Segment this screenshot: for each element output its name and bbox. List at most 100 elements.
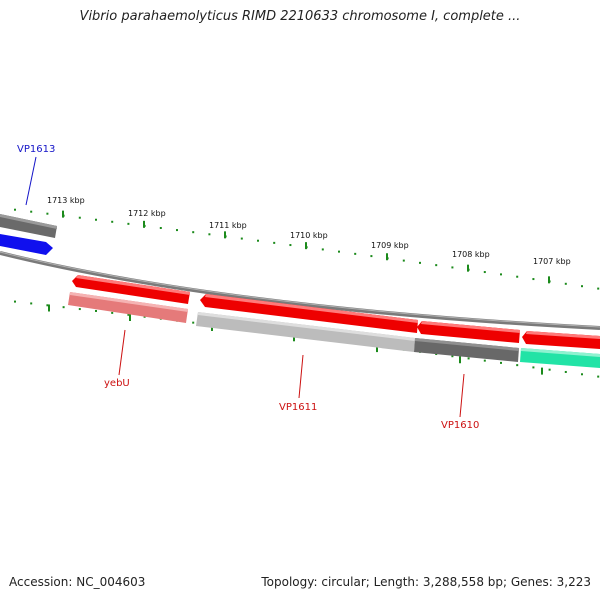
tick-upper-minor <box>516 275 519 278</box>
tick-lower-minor <box>451 355 454 358</box>
gene-feature-VP1610[interactable] <box>414 338 519 362</box>
tick-upper-minor <box>111 220 114 223</box>
tick-lower-major <box>129 313 131 321</box>
tick-upper-minor <box>370 255 373 258</box>
tick-upper-minor <box>500 273 502 276</box>
gene-feature-red-2-shine <box>205 294 418 323</box>
kbp-label-1708: 1708 kbp <box>452 250 490 259</box>
tick-lower-minor <box>111 311 114 314</box>
tick-lower-major <box>376 345 378 353</box>
tick-lower-major <box>459 356 461 364</box>
tick-upper-major <box>548 276 550 284</box>
gene-label-VP1611[interactable]: VP1611 <box>279 402 317 413</box>
tick-upper-major <box>62 210 64 218</box>
tick-upper-minor <box>597 287 600 290</box>
tick-upper-minor <box>14 208 16 211</box>
gene-feature-blue[interactable] <box>0 234 53 255</box>
tick-upper-minor <box>192 231 195 234</box>
tick-lower-minor <box>516 364 519 367</box>
tick-upper-minor <box>46 212 49 215</box>
kbp-label-1713: 1713 kbp <box>47 196 85 205</box>
tick-upper-minor <box>435 264 438 267</box>
tick-lower-minor <box>46 304 49 307</box>
tick-upper-minor <box>338 250 340 253</box>
tick-upper-minor <box>419 261 421 264</box>
gene-feature-red-2[interactable] <box>200 294 418 333</box>
gene-label-VP1613[interactable]: VP1613 <box>17 144 55 155</box>
gene-feature-VP1611[interactable] <box>196 312 415 352</box>
tick-upper-minor <box>273 241 276 244</box>
tick-lower-minor <box>467 357 470 360</box>
tick-lower-minor <box>14 300 16 303</box>
tick-lower-minor <box>483 359 486 362</box>
tick-lower-major <box>293 334 295 342</box>
gene-label-yebU[interactable]: yebU <box>104 378 130 389</box>
tick-lower-minor <box>564 370 567 373</box>
tick-upper-major <box>467 264 469 272</box>
tick-lower-minor <box>548 368 551 371</box>
tick-upper-minor <box>176 229 178 232</box>
tick-lower-major <box>541 367 543 375</box>
tick-upper-minor <box>402 259 405 262</box>
tick-upper-minor <box>240 237 243 240</box>
tick-upper-minor <box>321 248 324 251</box>
tick-upper-minor <box>208 233 211 236</box>
tick-upper-minor <box>127 222 130 225</box>
tick-lower-minor <box>30 302 33 305</box>
tick-lower-minor <box>62 306 65 309</box>
tick-lower-minor <box>78 308 81 311</box>
tick-lower-minor <box>500 361 502 364</box>
chromosome-backbone-highlight <box>0 251 600 328</box>
tick-upper-minor <box>451 266 454 269</box>
kbp-label-1712: 1712 kbp <box>128 209 166 218</box>
tick-upper-major <box>224 231 226 239</box>
tick-upper-minor <box>564 282 567 285</box>
tick-upper-minor <box>95 218 97 221</box>
tick-lower-minor <box>127 313 130 316</box>
tick-lower-minor <box>143 315 146 318</box>
leader-line-vp1613 <box>25 156 37 206</box>
tick-upper-minor <box>159 226 162 229</box>
kbp-label-1711: 1711 kbp <box>209 221 247 230</box>
tick-upper-minor <box>354 252 357 255</box>
tick-upper-major <box>305 242 307 250</box>
gene-feature-red-1-shine <box>76 275 190 295</box>
tick-upper-minor <box>289 244 292 247</box>
gene-feature-dark-gray-upper-shine <box>0 214 57 229</box>
leader-line-yebu <box>118 329 126 376</box>
gene-feature-yebU[interactable] <box>68 292 188 323</box>
gene-feature-red-3[interactable] <box>417 321 520 343</box>
gene-feature-green-shine <box>521 348 600 357</box>
gene-feature-red-1[interactable] <box>72 275 190 304</box>
kbp-label-1709: 1709 kbp <box>371 241 409 250</box>
kbp-label-1707: 1707 kbp <box>533 257 571 266</box>
topology-summary: Topology: circular; Length: 3,288,558 bp… <box>261 575 591 589</box>
tick-upper-minor <box>532 278 535 281</box>
gene-feature-red-4-shine <box>526 331 600 339</box>
chromosome-backbone <box>0 251 600 330</box>
map-title: Vibrio parahaemolyticus RIMD 2210633 chr… <box>79 9 521 24</box>
leader-line-vp1610 <box>459 373 465 418</box>
tick-upper-major <box>386 253 388 261</box>
tick-upper-minor <box>30 210 33 213</box>
gene-label-VP1610[interactable]: VP1610 <box>441 420 479 431</box>
tick-lower-minor <box>597 375 600 378</box>
tick-lower-minor <box>95 309 97 312</box>
tick-lower-major <box>48 304 50 312</box>
tick-lower-minor <box>581 373 583 376</box>
tick-lower-minor <box>532 366 535 369</box>
tick-upper-minor <box>483 271 486 274</box>
tick-lower-minor <box>192 321 195 324</box>
kbp-scale-labels: 1713 kbp 1712 kbp 1711 kbp 1710 kbp 1709… <box>47 196 571 266</box>
gene-feature-red-3-shine <box>421 321 520 333</box>
kbp-label-1710: 1710 kbp <box>290 231 328 240</box>
tick-upper-minor <box>257 239 259 242</box>
gene-feature-VP1611-shine <box>198 312 415 341</box>
tick-upper-major <box>143 220 145 228</box>
tick-upper-minor <box>78 216 81 219</box>
gene-feature-VP1610-shine <box>415 338 519 351</box>
tick-upper-minor <box>581 285 583 288</box>
leader-line-vp1611 <box>298 354 304 399</box>
